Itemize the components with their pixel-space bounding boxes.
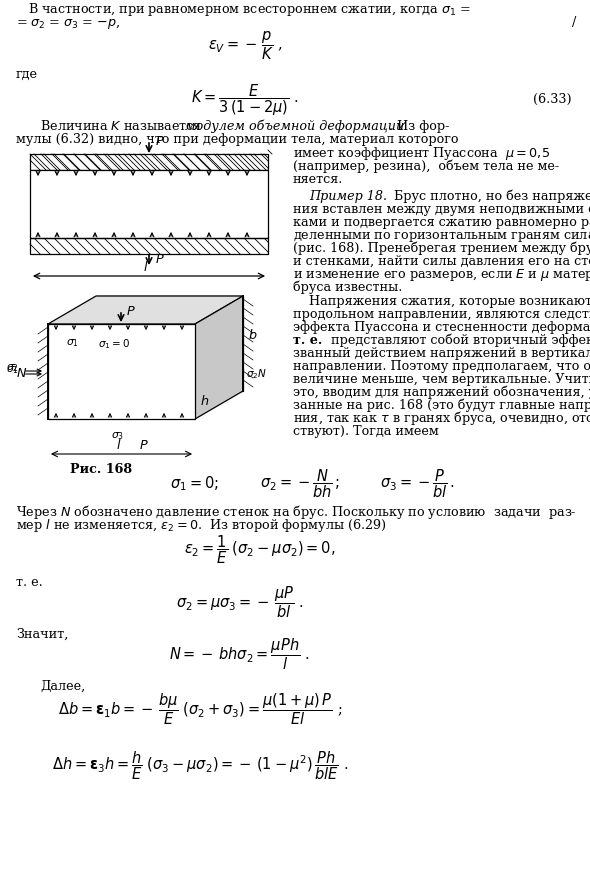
Text: Напряжения сжатия, которые возникают в: Напряжения сжатия, которые возникают в xyxy=(293,295,590,308)
Text: $\Delta b = \boldsymbol{\varepsilon}_1 b = -\,\dfrac{b\mu}{E}\;(\sigma_2 + \sigm: $\Delta b = \boldsymbol{\varepsilon}_1 b… xyxy=(58,690,342,726)
Text: $P$: $P$ xyxy=(126,305,136,317)
Text: мер $l$ не изменяется, $\varepsilon_2 = 0$.  Из второй формулы (6.29): мер $l$ не изменяется, $\varepsilon_2 = … xyxy=(16,517,386,534)
Text: $N$: $N$ xyxy=(16,367,27,380)
Text: модулем объемной деформации: модулем объемной деформации xyxy=(185,120,404,133)
Text: направлении. Поэтому предполагаем, что они по: направлении. Поэтому предполагаем, что о… xyxy=(293,359,590,373)
Text: $\sigma_1 = 0;$: $\sigma_1 = 0;$ xyxy=(170,474,219,493)
Text: деленными по горизонтальным граням силами $P$: деленными по горизонтальным граням силам… xyxy=(293,228,590,244)
Text: няется.: няется. xyxy=(293,173,343,186)
Text: Брус плотно, но без напряже-: Брус плотно, но без напряже- xyxy=(386,190,590,203)
Text: бруса известны.: бруса известны. xyxy=(293,280,402,293)
Text: ками и подвергается сжатию равномерно распре-: ками и подвергается сжатию равномерно ра… xyxy=(293,215,590,229)
Text: В частности, при равномерном всестороннем сжатии, когда $\sigma_1$ =: В частности, при равномерном всесторонне… xyxy=(28,1,471,18)
Text: Величина $K$ называется: Величина $K$ называется xyxy=(28,119,203,133)
Text: имеет коэффициент Пуассона  $\mu = 0{,}5$: имеет коэффициент Пуассона $\mu = 0{,}5$ xyxy=(293,145,550,162)
Bar xyxy=(30,155,268,171)
Text: $\varepsilon_V = -\,\dfrac{p}{K}$ ,: $\varepsilon_V = -\,\dfrac{p}{K}$ , xyxy=(208,30,283,62)
Text: $P$: $P$ xyxy=(155,253,165,266)
Text: эффекта Пуассона и стесненности деформации,: эффекта Пуассона и стесненности деформац… xyxy=(293,321,590,333)
Text: $\sigma_1$: $\sigma_1$ xyxy=(6,364,19,375)
Text: мулы (6.32) видно, что при деформации тела, материал которого: мулы (6.32) видно, что при деформации те… xyxy=(16,133,458,146)
Text: $\sigma_3 = -\dfrac{P}{bl}\,.$: $\sigma_3 = -\dfrac{P}{bl}\,.$ xyxy=(380,467,455,499)
Text: $\sigma_3$: $\sigma_3$ xyxy=(111,429,124,442)
Text: $\Delta h = \boldsymbol{\varepsilon}_3 h = \dfrac{h}{E}\;(\sigma_3 - \mu\sigma_2: $\Delta h = \boldsymbol{\varepsilon}_3 h… xyxy=(52,748,348,781)
Text: т. е.: т. е. xyxy=(16,576,42,588)
Text: величине меньше, чем вертикальные. Учитывая: величине меньше, чем вертикальные. Учиты… xyxy=(293,373,590,385)
Text: ния, так как $\tau$ в гранях бруса, очевидно, отсут-: ния, так как $\tau$ в гранях бруса, очев… xyxy=(293,409,590,426)
Text: $h$: $h$ xyxy=(200,393,209,408)
Polygon shape xyxy=(96,297,243,392)
Text: это, вводим для напряжений обозначения, ука-: это, вводим для напряжений обозначения, … xyxy=(293,385,590,399)
Text: занные на рис. 168 (это будут главные напряже-: занные на рис. 168 (это будут главные на… xyxy=(293,398,590,411)
Text: Значит,: Значит, xyxy=(16,628,68,640)
Text: (например, резина),  объем тела не ме-: (например, резина), объем тела не ме- xyxy=(293,159,559,173)
Text: $\sigma_2 = -\dfrac{N}{bh}\,;$: $\sigma_2 = -\dfrac{N}{bh}\,;$ xyxy=(260,467,340,499)
Text: (6.33): (6.33) xyxy=(533,93,572,105)
Text: где: где xyxy=(16,68,38,81)
Text: продольном направлении, являются следствием: продольном направлении, являются следств… xyxy=(293,308,590,321)
Text: $P$: $P$ xyxy=(155,135,165,148)
Text: /: / xyxy=(572,16,576,29)
Text: $\sigma_2$: $\sigma_2$ xyxy=(6,361,19,374)
Text: $l$: $l$ xyxy=(143,260,149,274)
Text: $K = \dfrac{E}{3\,(1 - 2\mu)}$ .: $K = \dfrac{E}{3\,(1 - 2\mu)}$ . xyxy=(191,82,299,118)
Text: Пример 18.: Пример 18. xyxy=(309,190,387,203)
Text: $N = -\,bh\sigma_2 = \dfrac{\mu P h}{l}$ .: $N = -\,bh\sigma_2 = \dfrac{\mu P h}{l}$… xyxy=(169,636,310,671)
Bar xyxy=(30,171,268,239)
Text: званный действием напряжений в вертикальном: званный действием напряжений в вертикаль… xyxy=(293,347,590,359)
Polygon shape xyxy=(195,297,243,419)
Text: ния вставлен между двумя неподвижными стен-: ния вставлен между двумя неподвижными ст… xyxy=(293,203,590,215)
Text: . Из фор-: . Из фор- xyxy=(389,120,450,133)
Text: и стенками, найти силы давления его на стенки: и стенками, найти силы давления его на с… xyxy=(293,255,590,267)
Text: $\sigma_2 N$: $\sigma_2 N$ xyxy=(246,367,267,380)
Text: $l$: $l$ xyxy=(116,437,122,451)
Text: Через $N$ обозначено давление стенок на брус. Поскольку по условию  задачи  раз-: Через $N$ обозначено давление стенок на … xyxy=(16,502,576,520)
Text: Далее,: Далее, xyxy=(40,679,85,692)
Text: Рис. 168: Рис. 168 xyxy=(70,462,132,476)
Text: = $\sigma_2$ = $\sigma_3$ = $-p$,: = $\sigma_2$ = $\sigma_3$ = $-p$, xyxy=(16,17,120,31)
Text: представляют собой вторичный эффект, вы-: представляют собой вторичный эффект, вы- xyxy=(331,333,590,347)
Text: $P$: $P$ xyxy=(139,439,149,451)
Text: ствуют). Тогда имеем: ствуют). Тогда имеем xyxy=(293,425,439,437)
Bar xyxy=(30,239,268,255)
Text: $\sigma_2 = \mu\sigma_3 = -\,\dfrac{\mu P}{bl}$ .: $\sigma_2 = \mu\sigma_3 = -\,\dfrac{\mu … xyxy=(176,584,304,620)
Text: и изменение его размеров, если $E$ и $\mu$ материала: и изменение его размеров, если $E$ и $\m… xyxy=(293,266,590,283)
Text: $\sigma_1=0$: $\sigma_1=0$ xyxy=(98,337,130,350)
Text: $\sigma_1$: $\sigma_1$ xyxy=(66,337,79,349)
Polygon shape xyxy=(48,325,195,419)
Text: $b$: $b$ xyxy=(248,327,257,342)
Polygon shape xyxy=(48,297,243,325)
Text: $\varepsilon_2 = \dfrac{1}{E}\;(\sigma_2 - \mu\sigma_2) = 0,$: $\varepsilon_2 = \dfrac{1}{E}\;(\sigma_2… xyxy=(184,533,336,565)
Text: (рис. 168). Пренебрегая трением между брусом: (рис. 168). Пренебрегая трением между бр… xyxy=(293,241,590,255)
Text: т. е.: т. е. xyxy=(293,333,322,347)
